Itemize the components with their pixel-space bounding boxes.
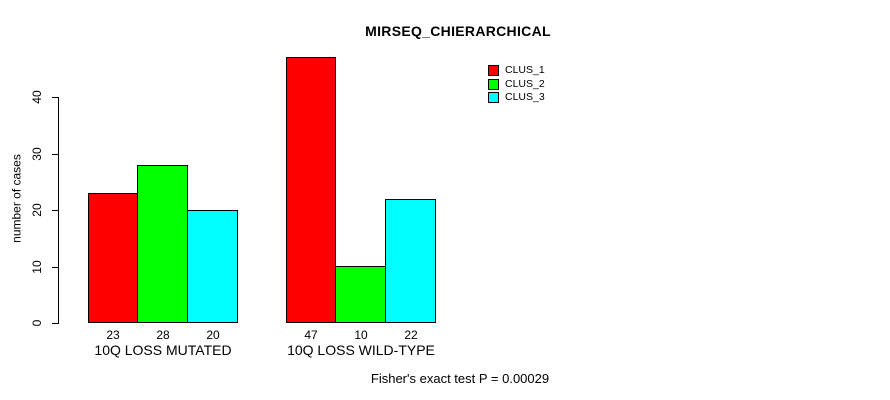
y-tick-mark: [52, 153, 58, 155]
y-tick-mark: [52, 266, 58, 268]
y-tick-label: 40: [30, 90, 44, 104]
bar-value-label: 28: [156, 328, 170, 342]
y-axis-label: number of cases: [9, 154, 24, 243]
y-axis-line: [58, 97, 59, 324]
bar-clus_1-group2: [286, 57, 336, 323]
legend-swatch-clus_3: [488, 92, 499, 103]
bar-value-label: 47: [304, 328, 318, 342]
legend-label-clus_3: CLUS_3: [505, 91, 545, 103]
y-tick-mark: [52, 210, 58, 211]
bar-value-label: 23: [106, 328, 120, 342]
bar-clus_3-group2: [385, 199, 436, 323]
bar-value-label: 20: [206, 328, 220, 342]
legend-swatch-clus_1: [488, 65, 499, 76]
y-tick-label: 30: [30, 146, 44, 161]
footer-stat-text: Fisher's exact test P = 0.00029: [370, 371, 550, 386]
y-tick-mark: [52, 323, 58, 324]
bar-value-label: 10: [354, 328, 368, 342]
bar-clus_1-group1: [88, 193, 138, 323]
y-tick-label: 0: [30, 319, 44, 327]
bar-clus_3-group1: [187, 210, 238, 323]
legend-label-clus_1: CLUS_1: [505, 64, 545, 76]
y-tick-mark: [52, 97, 58, 98]
legend-swatch-clus_2: [488, 78, 499, 90]
bar-value-label: 22: [404, 328, 418, 342]
y-tick-label: 20: [30, 203, 44, 217]
legend-label-clus_2: CLUS_2: [505, 77, 545, 90]
chart-title: MIRSEQ_CHIERARCHICAL: [365, 23, 551, 39]
y-tick-label: 10: [30, 259, 44, 274]
bar-clus_2-group2: [335, 266, 386, 323]
bar-clus_2-group1: [137, 165, 188, 323]
group-label: 10Q LOSS WILD-TYPE: [287, 342, 435, 358]
group-label: 10Q LOSS MUTATED: [94, 342, 232, 358]
